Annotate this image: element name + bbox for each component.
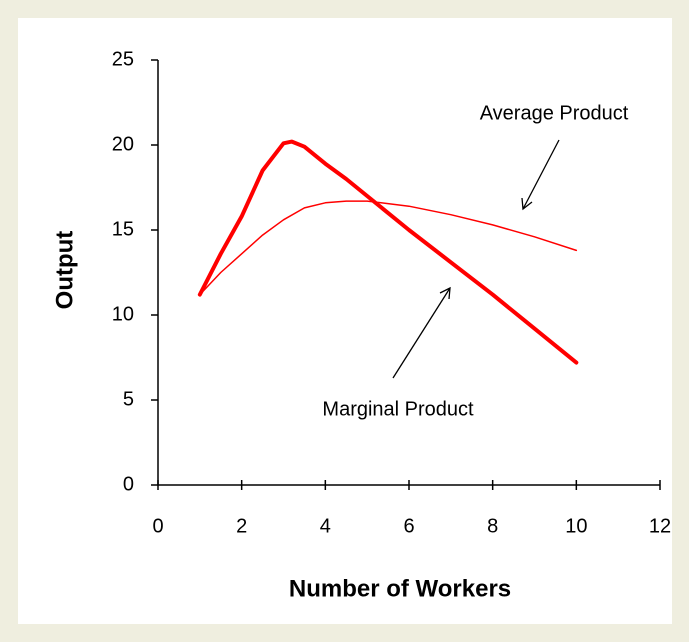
arrow (392, 139, 560, 379)
y-tick-label: 5 (123, 388, 134, 410)
x-tick-label: 6 (403, 515, 414, 537)
x-tick-label: 4 (320, 515, 331, 537)
annotation: Average Product (480, 102, 629, 124)
x-tick-label: 0 (152, 515, 163, 537)
x-tick-label: 2 (236, 515, 247, 537)
x-tick-label: 8 (487, 515, 498, 537)
y-axis-label: Output (51, 231, 78, 310)
x-tick-label: 12 (649, 515, 671, 537)
x-tick-label: 10 (565, 515, 587, 537)
y-tick-label: 20 (112, 133, 134, 155)
annotation: Marginal Product (322, 398, 474, 420)
y-tick-label: 0 (123, 473, 134, 495)
line (197, 139, 579, 365)
plot-panel (18, 18, 672, 624)
line (199, 200, 578, 296)
y-tick-label: 15 (112, 218, 134, 240)
y-tick-label: 10 (112, 303, 134, 325)
x-axis-label: Number of Workers (289, 575, 511, 602)
y-tick-label: 25 (112, 48, 134, 70)
